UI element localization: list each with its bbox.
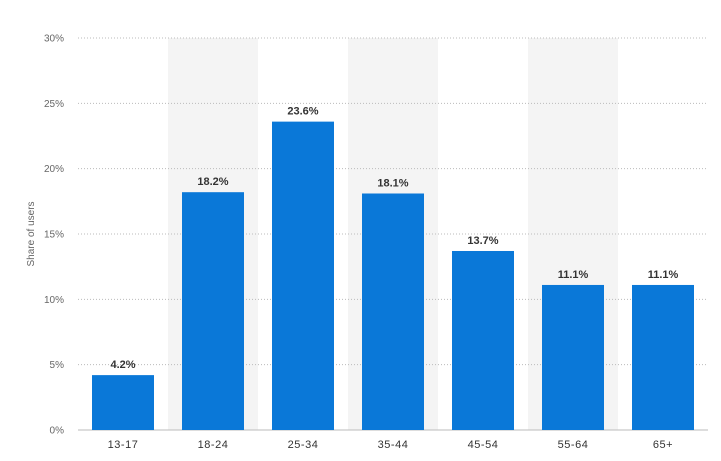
y-tick-label: 15%: [44, 230, 64, 241]
x-tick-label: 55-64: [558, 439, 589, 451]
value-label: 13.7%: [467, 235, 498, 247]
x-tick-label: 65+: [653, 439, 673, 451]
bar-35-44[interactable]: [362, 193, 424, 430]
value-label: 23.6%: [287, 106, 318, 118]
value-label: 18.2%: [197, 176, 228, 188]
value-labels: 4.2% 18.2% 23.6% 18.1% 13.7% 11.1% 11.1%: [110, 106, 678, 371]
value-label: 11.1%: [648, 269, 679, 281]
x-axis-ticks: 13-17 18-24 25-34 35-44 45-54 55-64 65+: [108, 439, 673, 451]
bars: [92, 121, 694, 431]
bar-25-34[interactable]: [272, 121, 334, 431]
x-tick-label: 25-34: [288, 439, 319, 451]
x-tick-label: 13-17: [108, 439, 139, 451]
y-tick-label: 10%: [44, 295, 64, 306]
x-tick-label: 35-44: [378, 439, 409, 451]
y-axis-ticks: 0% 5% 10% 15% 20% 25% 30%: [44, 34, 64, 437]
x-tick-label: 45-54: [468, 439, 499, 451]
y-tick-label: 5%: [50, 360, 65, 371]
bar-18-24[interactable]: [182, 192, 244, 430]
y-tick-label: 0%: [50, 426, 65, 437]
y-tick-label: 25%: [44, 99, 64, 110]
bar-55-64[interactable]: [542, 284, 604, 430]
bar-13-17[interactable]: [92, 375, 154, 430]
x-tick-label: 18-24: [198, 439, 229, 451]
y-tick-label: 30%: [44, 34, 64, 45]
y-tick-label: 20%: [44, 164, 64, 175]
value-label: 11.1%: [558, 269, 589, 281]
bar-45-54[interactable]: [452, 250, 514, 430]
value-label: 4.2%: [110, 359, 135, 371]
y-axis-title: Share of users: [26, 201, 37, 266]
value-label: 18.1%: [377, 177, 408, 189]
bar-65+[interactable]: [632, 284, 694, 430]
